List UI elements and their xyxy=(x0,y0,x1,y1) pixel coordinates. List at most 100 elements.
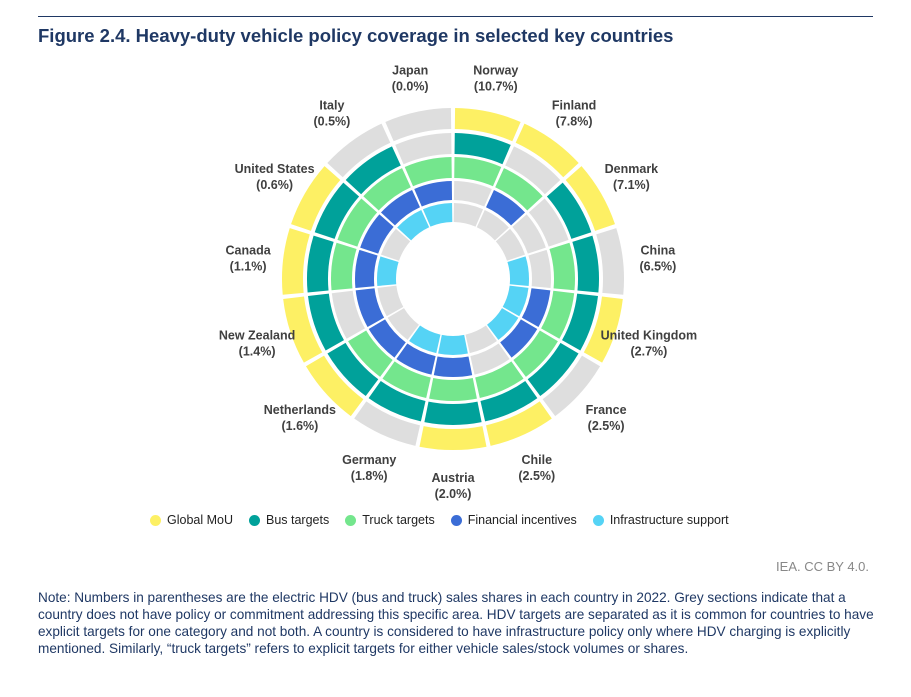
segment-chile-bus-targets xyxy=(480,381,538,422)
country-label-finland: Finland (7.8%) xyxy=(552,98,596,128)
country-share: (0.6%) xyxy=(256,178,293,192)
segment-italy-truck-targets xyxy=(363,168,411,211)
segment-norway-infrastructure-support xyxy=(453,203,484,227)
segment-japan-infrastructure-support xyxy=(422,203,453,227)
segment-austria-infrastructure-support xyxy=(438,334,468,356)
country-label-canada: Canada (1.1%) xyxy=(226,244,272,274)
legend-label: Financial incentives xyxy=(467,513,577,527)
segment-finland-global-mou xyxy=(515,123,579,178)
segment-italy-bus-targets xyxy=(345,146,401,195)
segment-netherlands-infrastructure-support xyxy=(387,308,419,340)
chart-legend: Global MoU Bus targets Truck targets Fin… xyxy=(150,513,729,527)
segment-chile-truck-targets xyxy=(475,361,524,399)
segment-united-kingdom-bus-targets xyxy=(562,293,598,351)
segment-china-financial-incentives xyxy=(528,249,551,289)
legend-swatch xyxy=(345,514,357,526)
segment-germany-infrastructure-support xyxy=(409,325,441,354)
country-name: Canada xyxy=(226,244,272,258)
legend-swatch xyxy=(150,514,161,526)
country-label-germany: Germany (1.8%) xyxy=(342,453,396,483)
segment-denmark-truck-targets xyxy=(528,198,569,247)
segment-united-states-financial-incentives xyxy=(360,214,394,254)
country-label-united-kingdom: United Kingdom (2.7%) xyxy=(601,329,698,359)
country-share: (2.7%) xyxy=(630,345,667,359)
country-name: New Zealand xyxy=(219,329,295,343)
segment-norway-financial-incentives xyxy=(453,181,492,207)
country-share: (1.8%) xyxy=(351,469,388,483)
segment-finland-bus-targets xyxy=(505,146,561,195)
segment-canada-infrastructure-support xyxy=(376,256,399,287)
figure-note: Note: Numbers in parentheses are the ele… xyxy=(38,590,874,656)
radial-policy-chart: Norway (10.7%) Finland (7.8%) Denmark (7.1%) C… xyxy=(219,64,698,502)
country-name: China xyxy=(641,244,677,258)
country-name: Denmark xyxy=(605,162,659,176)
segment-new-zealand-truck-targets xyxy=(331,290,365,339)
segment-china-bus-targets xyxy=(572,235,600,293)
segment-norway-global-mou xyxy=(454,108,521,142)
country-label-norway: Norway (10.7%) xyxy=(473,64,518,94)
segment-canada-truck-targets xyxy=(330,242,357,291)
segment-austria-global-mou xyxy=(419,426,487,451)
legend-item-truck-targets: Truck targets xyxy=(345,513,435,527)
segment-netherlands-truck-targets xyxy=(348,330,393,377)
segment-finland-infrastructure-support xyxy=(476,209,509,241)
segment-austria-bus-targets xyxy=(424,401,482,426)
country-name: Italy xyxy=(319,98,344,112)
segment-germany-financial-incentives xyxy=(396,343,436,375)
segment-united-states-truck-targets xyxy=(337,198,378,247)
legend-item-global-mou: Global MoU xyxy=(150,513,233,527)
segment-canada-bus-targets xyxy=(306,235,334,293)
country-share: (2.5%) xyxy=(588,419,625,433)
country-name: Netherlands xyxy=(264,403,336,417)
segment-united-kingdom-infrastructure-support xyxy=(502,285,529,317)
segment-finland-truck-targets xyxy=(495,168,543,211)
segment-france-financial-incentives xyxy=(500,319,538,358)
segment-japan-global-mou xyxy=(385,108,452,142)
segment-norway-bus-targets xyxy=(454,133,511,165)
segment-canada-global-mou xyxy=(281,228,310,295)
country-label-france: France (2.5%) xyxy=(586,403,627,433)
country-name: United States xyxy=(235,162,315,176)
legend-label: Infrastructure support xyxy=(609,513,729,527)
segment-denmark-global-mou xyxy=(565,166,615,231)
segment-norway-truck-targets xyxy=(454,157,502,187)
segment-united-kingdom-financial-incentives xyxy=(521,288,551,327)
country-share: (7.1%) xyxy=(613,178,650,192)
figure-title: Figure 2.4. Heavy-duty vehicle policy co… xyxy=(38,25,674,46)
segment-united-kingdom-global-mou xyxy=(583,296,623,363)
country-name: Germany xyxy=(342,453,396,467)
segment-italy-infrastructure-support xyxy=(397,209,430,241)
country-label-denmark: Denmark (7.1%) xyxy=(605,162,659,192)
legend-label: Truck targets xyxy=(362,513,435,527)
segment-germany-bus-targets xyxy=(368,381,426,422)
segment-new-zealand-financial-incentives xyxy=(355,288,385,327)
segment-china-truck-targets xyxy=(549,242,576,291)
segment-france-bus-targets xyxy=(527,342,579,397)
country-share: (1.4%) xyxy=(239,345,276,359)
segment-united-states-bus-targets xyxy=(314,182,360,239)
country-label-netherlands: Netherlands (1.6%) xyxy=(264,403,336,433)
country-label-new-zealand: New Zealand (1.4%) xyxy=(219,329,295,359)
country-label-japan: Japan (0.0%) xyxy=(392,64,429,94)
country-share: (2.5%) xyxy=(518,469,555,483)
segment-denmark-infrastructure-support xyxy=(495,228,525,261)
segment-france-global-mou xyxy=(542,355,601,417)
legend-swatch xyxy=(450,514,462,526)
country-label-china: China (6.5%) xyxy=(639,244,676,274)
source-credit: IEA. CC BY 4.0. xyxy=(776,559,869,574)
country-share: (2.0%) xyxy=(435,487,472,501)
segment-germany-truck-targets xyxy=(382,361,431,399)
segment-japan-truck-targets xyxy=(404,157,452,187)
segment-china-infrastructure-support xyxy=(507,256,530,287)
segment-japan-financial-incentives xyxy=(414,181,453,207)
country-name: Finland xyxy=(552,98,596,112)
legend-swatch xyxy=(592,514,604,526)
segment-france-truck-targets xyxy=(513,330,558,377)
legend-label: Bus targets xyxy=(266,513,330,527)
segment-united-states-infrastructure-support xyxy=(381,228,411,261)
segment-austria-financial-incentives xyxy=(433,356,473,377)
segment-chile-global-mou xyxy=(485,401,552,446)
segment-new-zealand-infrastructure-support xyxy=(377,285,404,317)
country-name: Japan xyxy=(392,64,428,78)
segment-italy-global-mou xyxy=(327,123,391,178)
